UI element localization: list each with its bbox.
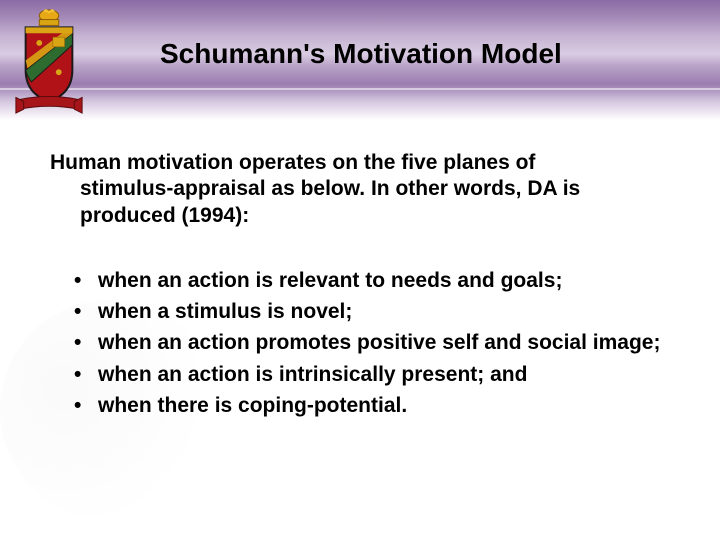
intro-text: Human motivation operates on the five pl… (50, 150, 670, 229)
crest-icon (10, 4, 88, 116)
intro-rest: stimulus-appraisal as below. In other wo… (50, 176, 670, 229)
bullet-item: when an action is intrinsically present;… (74, 361, 670, 388)
bullet-item: when a stimulus is novel; (74, 298, 670, 325)
bullet-list: when an action is relevant to needs and … (50, 267, 670, 419)
header-divider (0, 88, 720, 90)
header-band: Schumann's Motivation Model (0, 0, 720, 120)
slide-title: Schumann's Motivation Model (160, 38, 690, 70)
bullet-item: when there is coping-potential. (74, 392, 670, 419)
bullet-item: when an action is relevant to needs and … (74, 267, 670, 294)
intro-line1: Human motivation operates on the five pl… (50, 151, 535, 174)
slide-body: Human motivation operates on the five pl… (50, 150, 670, 423)
slide: Schumann's Motivation Model Human motiva… (0, 0, 720, 540)
bullet-item: when an action promotes positive self an… (74, 329, 670, 356)
